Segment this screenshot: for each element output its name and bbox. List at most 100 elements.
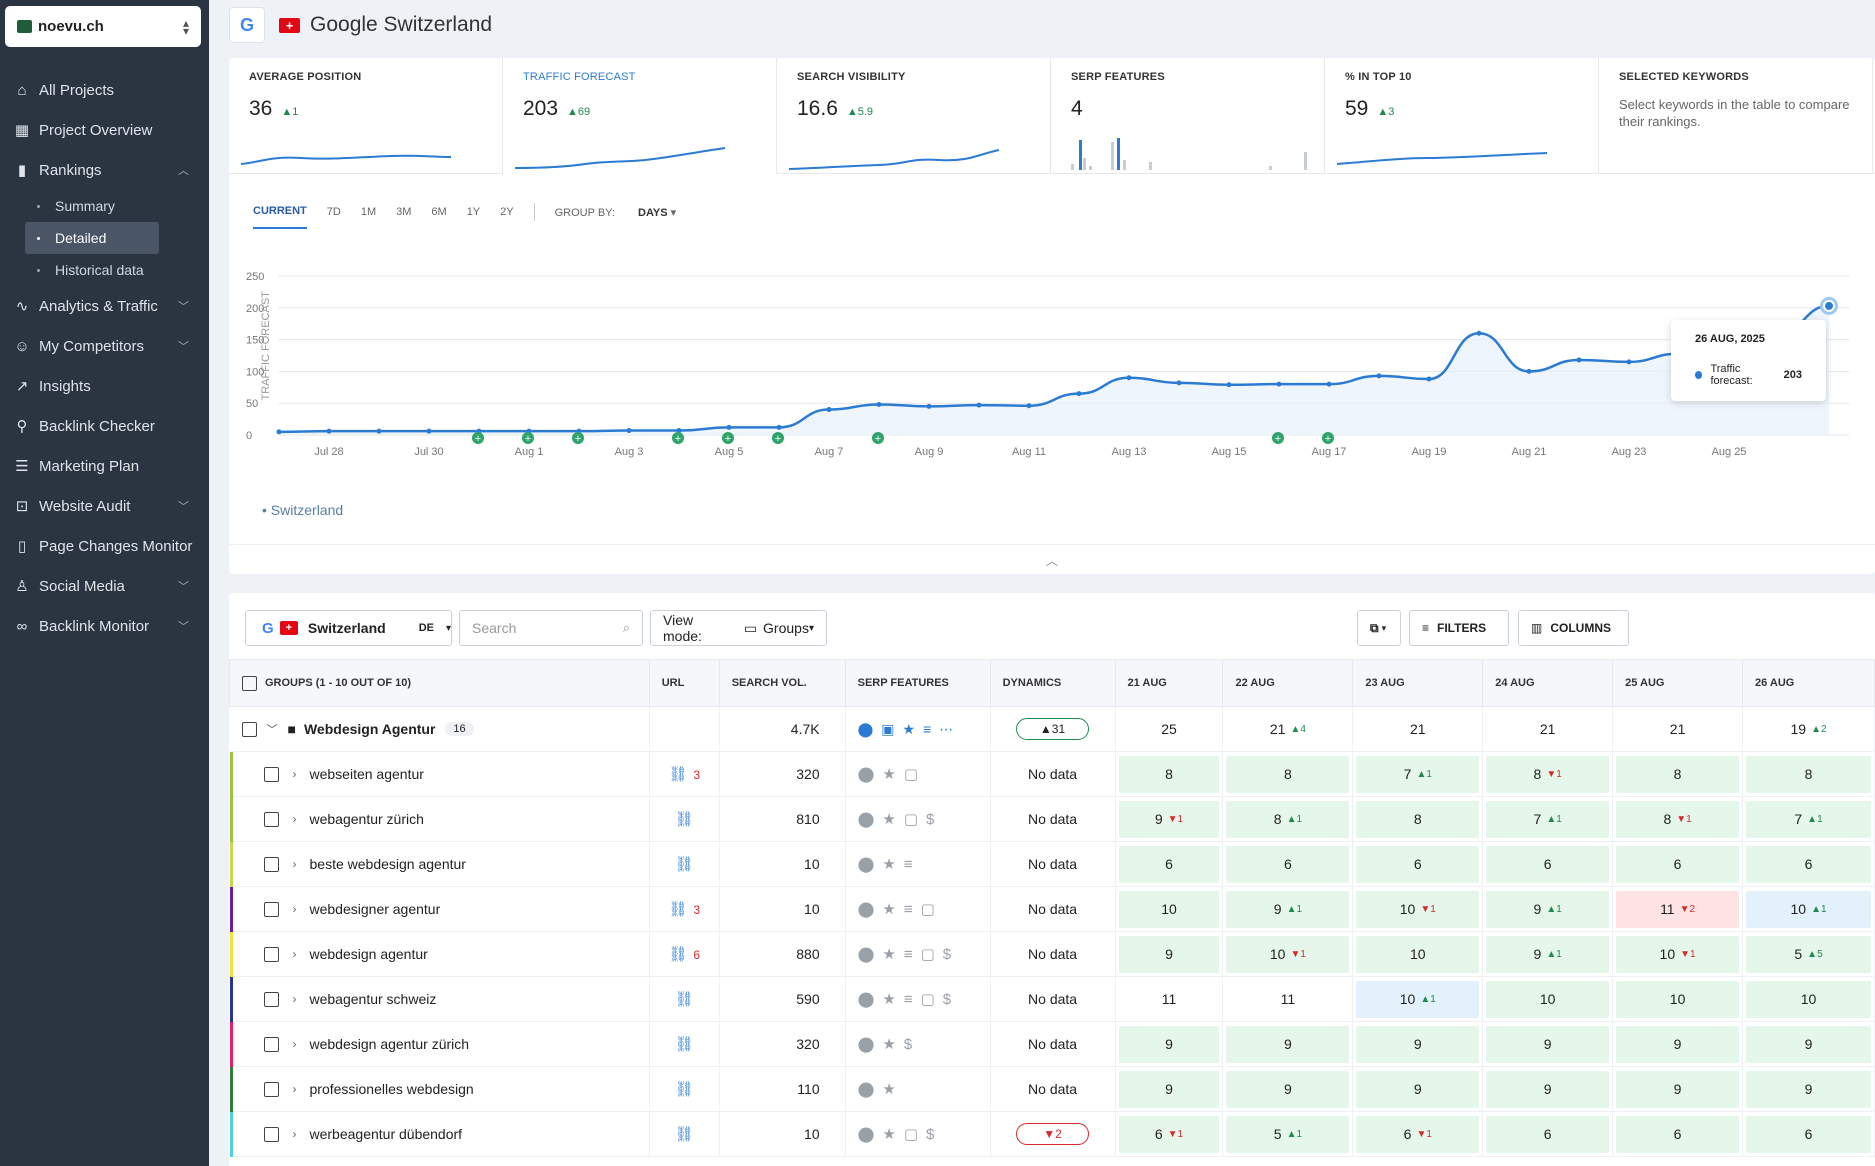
search-box[interactable]: Search ⌕ <box>459 610 643 646</box>
header-date[interactable]: 25 AUG <box>1612 659 1744 707</box>
link-icon[interactable]: ⛓ <box>674 1126 694 1143</box>
link-icon[interactable]: ⛓ <box>668 766 688 783</box>
header-groups[interactable]: GROUPS (1 - 10 OUT OF 10) <box>229 659 650 707</box>
table-row[interactable]: › webseiten agentur ⛓ 3 320 ⬤★▢ No data 8 8 7 ▲1 8 ▼… <box>229 751 1875 797</box>
sidebar-item-marketing-plan[interactable]: ☰ Marketing Plan <box>0 446 209 486</box>
chevron-right-icon[interactable]: › <box>292 857 297 871</box>
chevron-right-icon[interactable]: › <box>292 812 297 826</box>
sidebar-item-rankings[interactable]: ▮ Rankings ︿ <box>0 150 209 190</box>
url-cell[interactable]: ⛓ <box>649 1066 720 1112</box>
header-date[interactable]: 23 AUG <box>1352 659 1484 707</box>
sidebar-item-social-media[interactable]: ♙ Social Media ﹀ <box>0 566 209 606</box>
row-checkbox[interactable] <box>263 811 279 827</box>
sidebar-item-backlink-checker[interactable]: ⚲ Backlink Checker <box>0 406 209 446</box>
sidebar-item-insights[interactable]: ↗ Insights <box>0 366 209 406</box>
url-cell[interactable]: ⛓ <box>649 1111 720 1157</box>
chevron-right-icon[interactable]: › <box>292 902 297 916</box>
link-icon[interactable]: ⛓ <box>674 991 694 1008</box>
metric-selected-keywords[interactable]: SELECTED KEYWORDS Select keywords in the … <box>1599 58 1873 174</box>
header-date[interactable]: 26 AUG <box>1742 659 1875 707</box>
sidebar-item-page-changes-monitor[interactable]: ▯ Page Changes Monitor <box>0 526 209 566</box>
link-icon[interactable]: ⛓ <box>668 946 688 963</box>
chevron-right-icon[interactable]: › <box>292 1037 297 1051</box>
url-cell[interactable]: ⛓ <box>649 796 720 842</box>
header-volume[interactable]: SEARCH VOL. <box>718 659 846 707</box>
header-date[interactable]: 22 AUG <box>1222 659 1354 707</box>
select-all-checkbox[interactable] <box>242 675 257 691</box>
range-6m[interactable]: 6M <box>431 206 447 218</box>
link-icon[interactable]: ⛓ <box>674 1081 694 1098</box>
chart-legend[interactable]: • Switzerland <box>262 502 344 518</box>
url-cell[interactable]: ⛓ <box>649 1021 720 1067</box>
header-date[interactable]: 21 AUG <box>1114 659 1224 707</box>
table-row[interactable]: › webdesigner agentur ⛓ 3 10 ⬤★≡▢ No data 10 9 ▲1… <box>229 886 1875 932</box>
table-row[interactable]: › webdesign agentur ⛓ 6 880 ⬤★≡▢$ No data 9 10 ▼1… <box>229 931 1875 977</box>
chevron-right-icon[interactable]: › <box>292 1082 297 1096</box>
columns-button[interactable]: ▥ COLUMNS <box>1518 610 1629 646</box>
range-current[interactable]: CURRENT <box>253 205 307 229</box>
chevron-right-icon[interactable]: › <box>292 767 297 781</box>
table-row[interactable]: › webagentur schweiz ⛓ 590 ⬤★≡▢$ No data 11 11 1… <box>229 976 1875 1022</box>
row-checkbox[interactable] <box>263 991 279 1007</box>
row-checkbox[interactable] <box>263 1081 279 1097</box>
url-cell[interactable]: ⛓ 6 <box>649 931 720 977</box>
sidebar-subitem-detailed[interactable]: Detailed <box>25 222 159 254</box>
range-3m[interactable]: 3M <box>396 206 412 218</box>
sidebar-item-website-audit[interactable]: ⊡ Website Audit ﹀ <box>0 486 209 526</box>
table-row[interactable]: › professionelles webdesign ⛓ 110 ⬤★ No data 9… <box>229 1066 1875 1112</box>
group-checkbox[interactable] <box>241 721 257 737</box>
metric-serp-features[interactable]: SERP FEATURES 4 <box>1051 58 1325 174</box>
metric-traffic-forecast[interactable]: TRAFFIC FORECAST 203 ▲69 <box>503 58 777 174</box>
location-selector[interactable]: G + Switzerland DE ▾ <box>245 610 452 646</box>
header-dynamics[interactable]: DYNAMICS <box>989 659 1116 707</box>
range-7d[interactable]: 7D <box>326 206 341 218</box>
sidebar-item-project-overview[interactable]: ▦ Project Overview <box>0 110 209 150</box>
header-url[interactable]: URL <box>648 659 720 707</box>
row-checkbox[interactable] <box>263 901 279 917</box>
google-icon[interactable]: G <box>229 7 265 43</box>
sidebar-subitem-historical-data[interactable]: Historical data <box>0 254 209 286</box>
sidebar-item-all-projects[interactable]: ⌂ All Projects <box>0 70 209 110</box>
link-icon[interactable]: ⛓ <box>668 901 688 918</box>
url-cell[interactable]: ⛓ <box>649 976 720 1022</box>
range-1y[interactable]: 1Y <box>466 206 481 218</box>
url-cell[interactable]: ⛓ 3 <box>649 751 720 797</box>
table-row[interactable]: › webdesign agentur zürich ⛓ 320 ⬤★$ No data 9… <box>229 1021 1875 1067</box>
row-checkbox[interactable] <box>263 946 279 962</box>
copy-button[interactable]: ⧉ ▾ <box>1357 610 1401 646</box>
filters-label: FILTERS <box>1437 621 1487 635</box>
header-date[interactable]: 24 AUG <box>1482 659 1614 707</box>
view-mode-selector[interactable]: View mode: ▭ Groups ▾ <box>650 610 827 646</box>
project-selector[interactable]: noevu.ch ▴ ▾ <box>5 6 201 47</box>
filters-button[interactable]: ≡ FILTERS <box>1409 610 1509 646</box>
link-icon[interactable]: ⛓ <box>674 856 694 873</box>
collapse-chart-button[interactable]: ︿ <box>229 544 1875 574</box>
group-row[interactable]: ﹀ ■ Webdesign Agentur 16 4.7K ⬤▣★≡⋯ ▲31 25 21 ▲4 2… <box>229 706 1875 752</box>
chevron-right-icon[interactable]: › <box>292 992 297 1006</box>
chevron-right-icon[interactable]: › <box>292 947 297 961</box>
link-icon[interactable]: ⛓ <box>674 1036 694 1053</box>
table-row[interactable]: › webagentur zürich ⛓ 810 ⬤★▢$ No data 9 ▼1 8 ▲1 8… <box>229 796 1875 842</box>
sidebar-item-analytics-traffic[interactable]: ∿ Analytics & Traffic ﹀ <box>0 286 209 326</box>
range-1m[interactable]: 1M <box>360 206 377 218</box>
chevron-right-icon[interactable]: › <box>292 1127 297 1141</box>
chevron-down-icon[interactable]: ﹀ <box>266 724 278 736</box>
row-checkbox[interactable] <box>263 856 279 872</box>
sidebar-item-my-competitors[interactable]: ☺ My Competitors ﹀ <box>0 326 209 366</box>
url-cell[interactable]: ⛓ 3 <box>649 886 720 932</box>
url-cell[interactable]: ⛓ <box>649 841 720 887</box>
metric--in-top-10[interactable]: % IN TOP 10 59 ▲3 <box>1325 58 1599 174</box>
sidebar-subitem-summary[interactable]: Summary <box>0 190 209 222</box>
row-checkbox[interactable] <box>263 1036 279 1052</box>
header-serp[interactable]: SERP FEATURES <box>844 659 991 707</box>
group-by-selector[interactable]: GROUP BY: DAYS ▾ <box>555 206 697 219</box>
table-row[interactable]: › werbeagentur dübendorf ⛓ 10 ⬤★▢$ ▼2 6 ▼1 5 ▲1 6 ▼… <box>229 1111 1875 1157</box>
sidebar-item-backlink-monitor[interactable]: ∞ Backlink Monitor ﹀ <box>0 606 209 646</box>
range-2y[interactable]: 2Y <box>500 206 514 218</box>
row-checkbox[interactable] <box>263 1126 279 1142</box>
metric-search-visibility[interactable]: SEARCH VISIBILITY 16.6 ▲5.9 <box>777 58 1051 174</box>
table-row[interactable]: › beste webdesign agentur ⛓ 10 ⬤★≡ No data 6 6 6… <box>229 841 1875 887</box>
metric-average-position[interactable]: AVERAGE POSITION 36 ▲1 <box>229 58 503 174</box>
link-icon[interactable]: ⛓ <box>674 811 694 828</box>
row-checkbox[interactable] <box>263 766 279 782</box>
